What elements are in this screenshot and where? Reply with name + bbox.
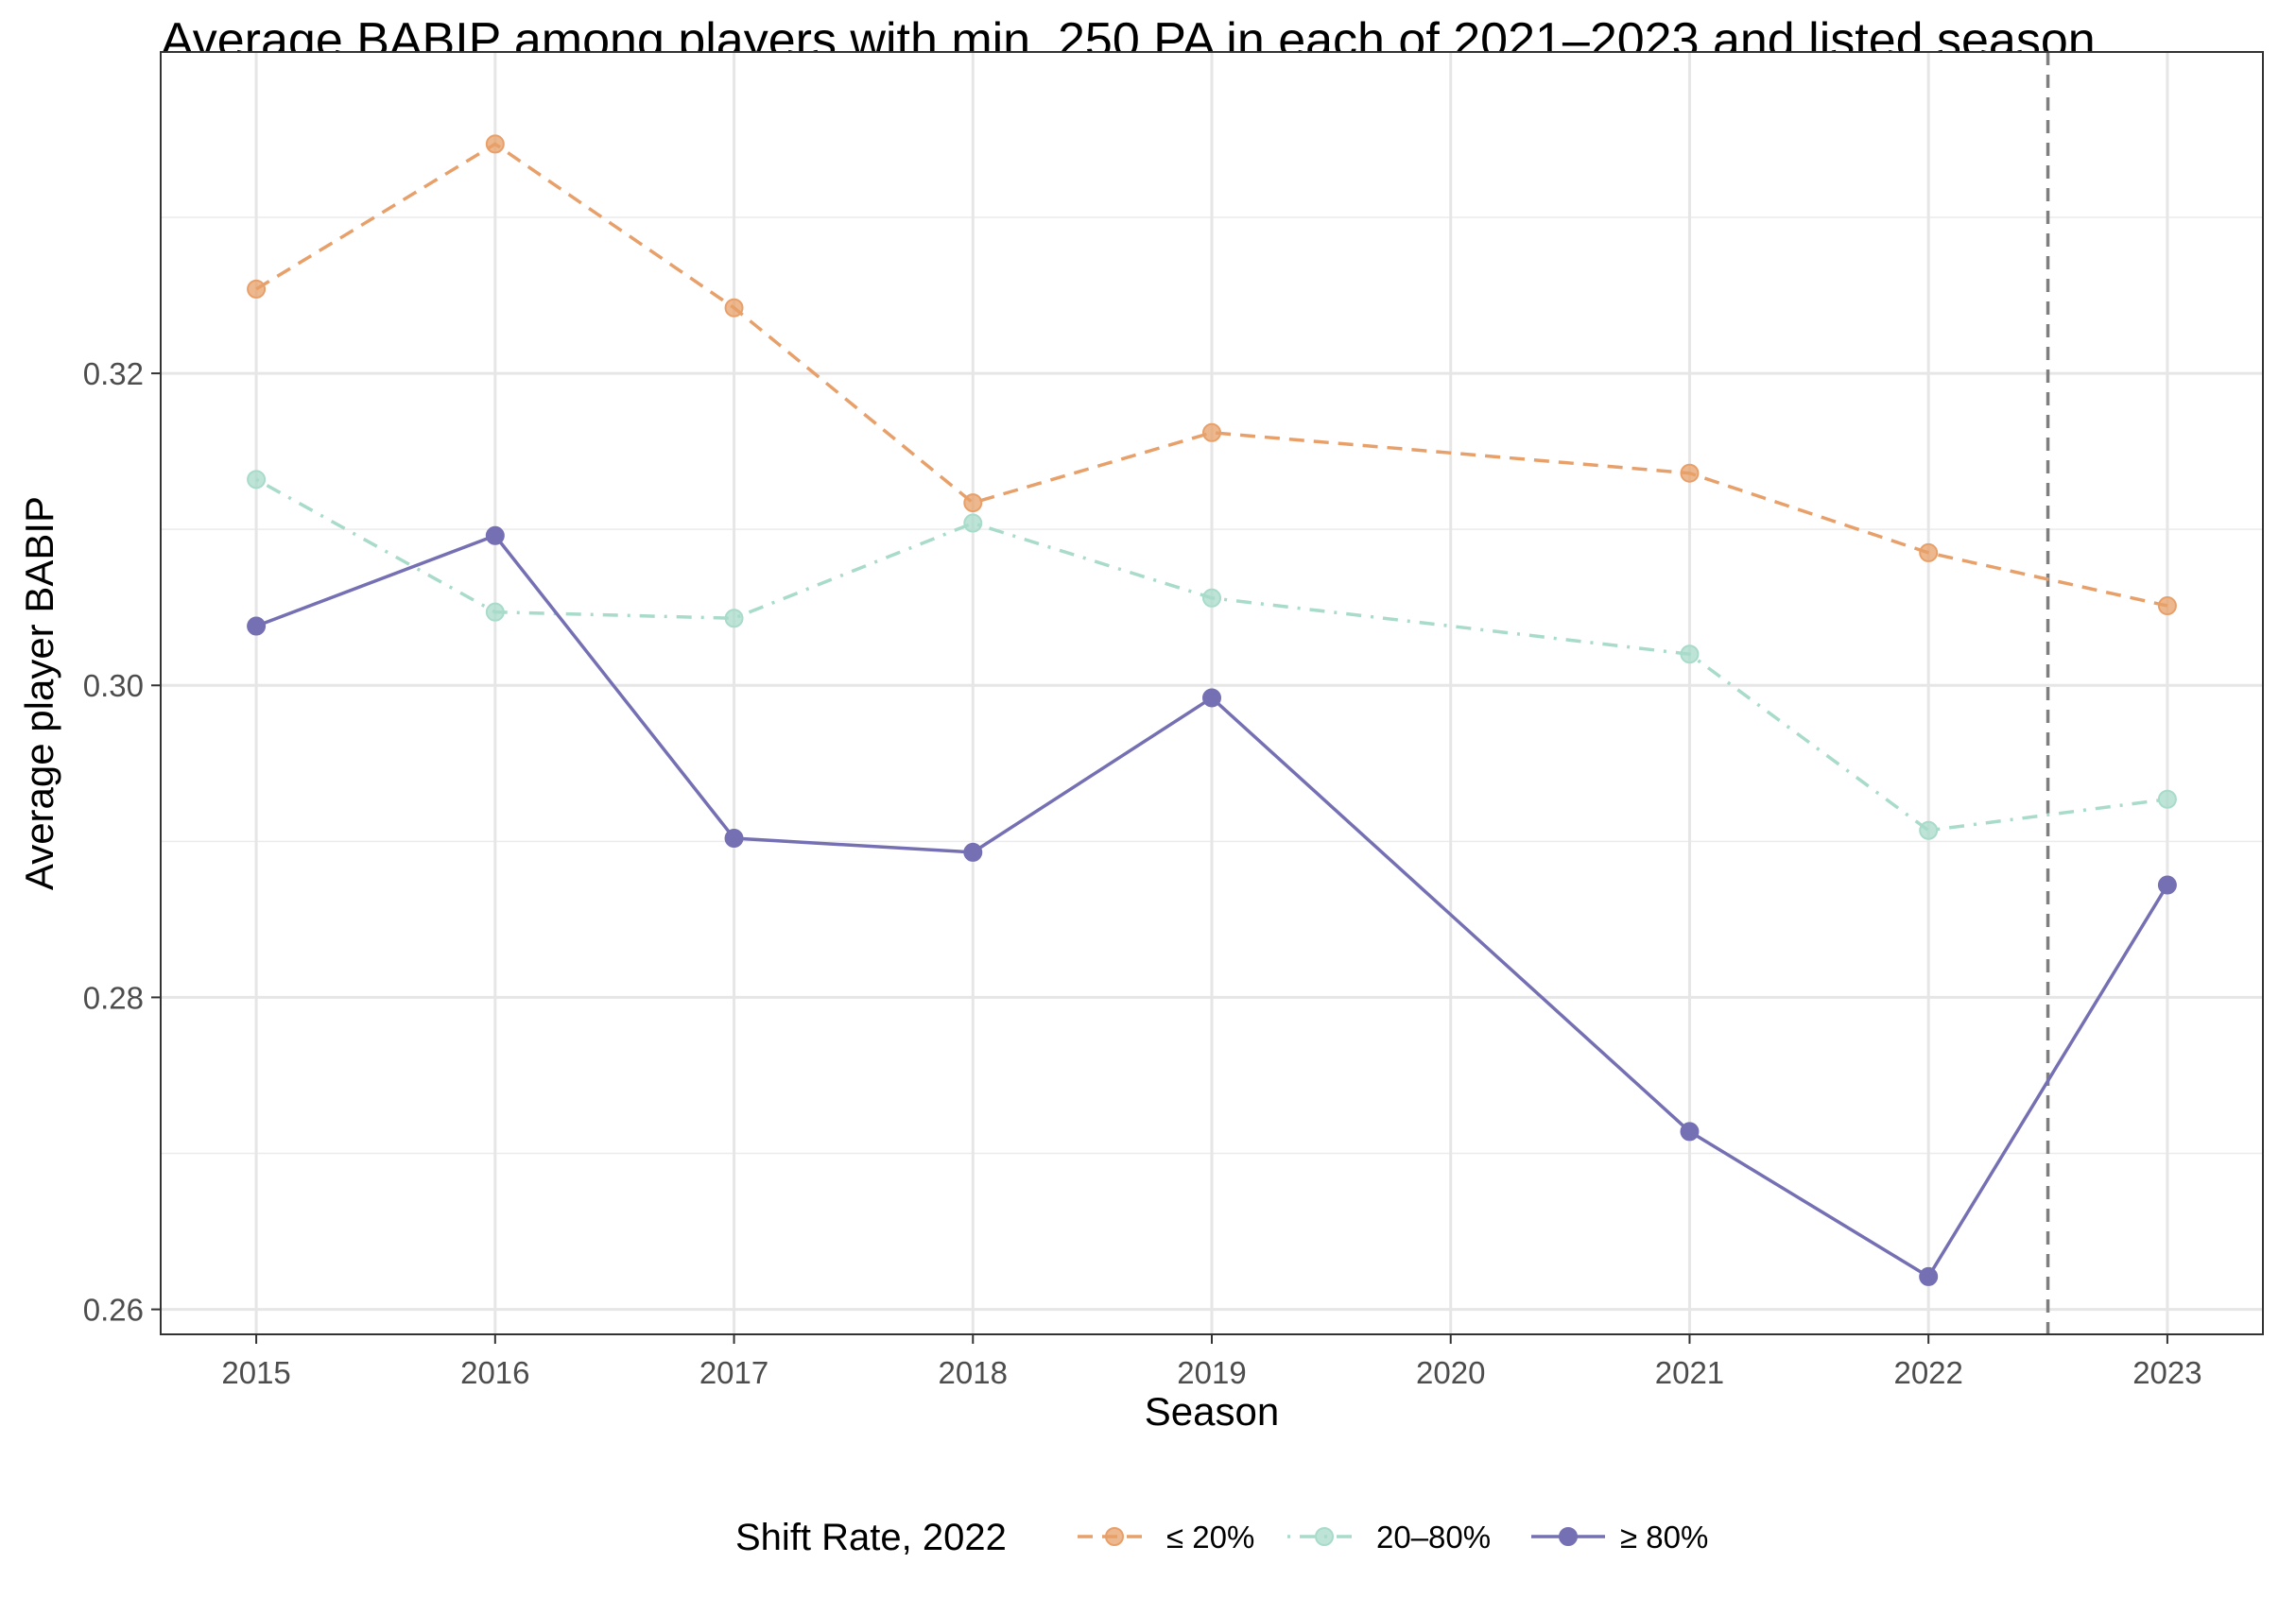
legend-title: Shift Rate, 2022: [735, 1517, 1007, 1558]
series-line-1: [255, 477, 2168, 833]
y-axis-label: Average player BABIP: [17, 496, 61, 890]
data-point-2-2019: [1202, 688, 1221, 708]
data-point-1-2021: [1680, 644, 1700, 664]
data-point-1-2019: [1202, 588, 1221, 608]
series-line-0: [255, 142, 2168, 608]
y-tick-label: 0.32: [83, 356, 144, 391]
data-point-0-2015: [247, 279, 267, 299]
series-lines: [255, 142, 2169, 1279]
data-point-0-2019: [1202, 422, 1221, 442]
series-line-2: [255, 534, 2169, 1279]
x-axis: 2015 2016 2017 2018 2019 2020 2021 2022 2023: [221, 1334, 2202, 1390]
data-point-1-2017: [724, 609, 744, 628]
data-point-0-2018: [963, 493, 983, 513]
x-tick-label: 2016: [460, 1355, 529, 1390]
x-tick-label: 2021: [1655, 1355, 1724, 1390]
x-axis-label: Season: [1145, 1389, 1279, 1434]
legend-entry-label-0: ≤ 20%: [1166, 1520, 1254, 1555]
y-tick-label: 0.30: [83, 668, 144, 703]
series-points: [247, 134, 2177, 1286]
data-point-2-2016: [485, 525, 505, 545]
data-point-2-2018: [963, 842, 983, 862]
x-tick-label: 2023: [2132, 1355, 2201, 1390]
data-point-1-2015: [247, 470, 267, 490]
data-point-2-2022: [1919, 1266, 1939, 1286]
legend-entry-label-2: ≥ 80%: [1620, 1520, 1708, 1555]
legend-key-point-1: [1315, 1527, 1334, 1546]
legend: Shift Rate, 2022 ≤ 20% 20–80% ≥ 80%: [735, 1517, 1708, 1558]
y-axis: 0.26 0.28 0.30 0.32: [83, 356, 161, 1328]
x-tick-label: 2017: [699, 1355, 768, 1390]
x-tick-label: 2019: [1177, 1355, 1246, 1390]
data-point-2-2015: [247, 616, 267, 636]
data-point-0-2017: [724, 298, 744, 318]
data-point-0-2023: [2157, 596, 2177, 616]
y-tick-label: 0.26: [83, 1293, 144, 1328]
legend-key-point-0: [1105, 1527, 1124, 1546]
x-tick-label: 2020: [1416, 1355, 1485, 1390]
data-point-2-2023: [2157, 875, 2177, 895]
x-tick-label: 2022: [1893, 1355, 1962, 1390]
data-point-2-2021: [1680, 1122, 1700, 1142]
data-point-1-2022: [1919, 820, 1939, 840]
data-point-2-2017: [724, 829, 744, 849]
data-point-0-2021: [1680, 463, 1700, 483]
data-point-0-2016: [485, 134, 505, 154]
data-point-1-2016: [485, 602, 505, 622]
x-tick-label: 2015: [221, 1355, 290, 1390]
data-point-1-2018: [963, 513, 983, 533]
data-point-1-2023: [2157, 789, 2177, 809]
data-point-0-2022: [1919, 542, 1939, 562]
y-tick-label: 0.28: [83, 980, 144, 1015]
legend-entry-label-1: 20–80%: [1376, 1520, 1491, 1555]
legend-key-point-2: [1559, 1527, 1578, 1546]
x-tick-label: 2018: [939, 1355, 1008, 1390]
grid-major: [161, 52, 2263, 1334]
